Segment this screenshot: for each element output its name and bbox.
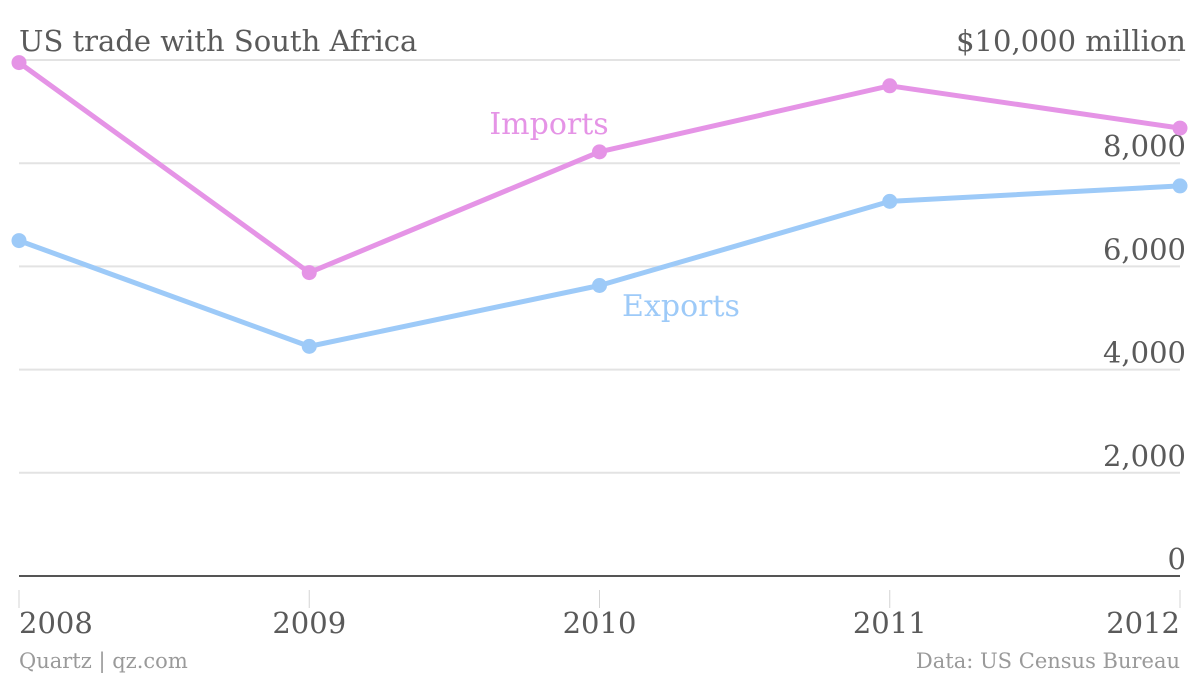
chart-title: US trade with South Africa bbox=[19, 24, 417, 58]
data-point-exports bbox=[592, 277, 607, 293]
data-point-imports bbox=[301, 265, 317, 281]
x-tick-label: 2011 bbox=[853, 606, 927, 640]
x-tick-label: 2008 bbox=[19, 606, 93, 640]
data-point-imports bbox=[1172, 120, 1188, 136]
x-tick-label: 2012 bbox=[1106, 606, 1180, 640]
series-line-imports bbox=[16, 60, 1183, 276]
x-tick-label: 2010 bbox=[563, 606, 637, 640]
data-point-imports bbox=[592, 144, 607, 160]
y-tick-label: 2,000 bbox=[1103, 439, 1186, 473]
data-point-exports bbox=[882, 193, 898, 209]
series-label-imports: Imports bbox=[489, 107, 608, 142]
x-tick-label: 2009 bbox=[272, 606, 346, 640]
series bbox=[11, 55, 1188, 354]
data-point-imports bbox=[882, 78, 898, 94]
footer-source-credit: Quartz | qz.com bbox=[19, 649, 188, 674]
data-point-imports bbox=[11, 55, 27, 71]
y-axis-unit-label: $10,000 million bbox=[956, 24, 1186, 58]
gridlines bbox=[19, 59, 1180, 474]
series-label-exports: Exports bbox=[622, 289, 740, 324]
data-point-exports bbox=[301, 338, 317, 354]
data-point-exports bbox=[1172, 178, 1188, 194]
y-tick-label: 0 bbox=[1168, 542, 1186, 576]
footer-data-credit: Data: US Census Bureau bbox=[916, 649, 1180, 673]
data-point-exports bbox=[11, 233, 27, 249]
y-tick-label: 6,000 bbox=[1103, 232, 1186, 266]
y-tick-label: 4,000 bbox=[1103, 336, 1186, 370]
axes: 0 2,000 4,000 6,000 8,000 2008 2009 2010 2011 201… bbox=[18, 129, 1186, 640]
y-tick-label: 8,000 bbox=[1103, 129, 1186, 163]
